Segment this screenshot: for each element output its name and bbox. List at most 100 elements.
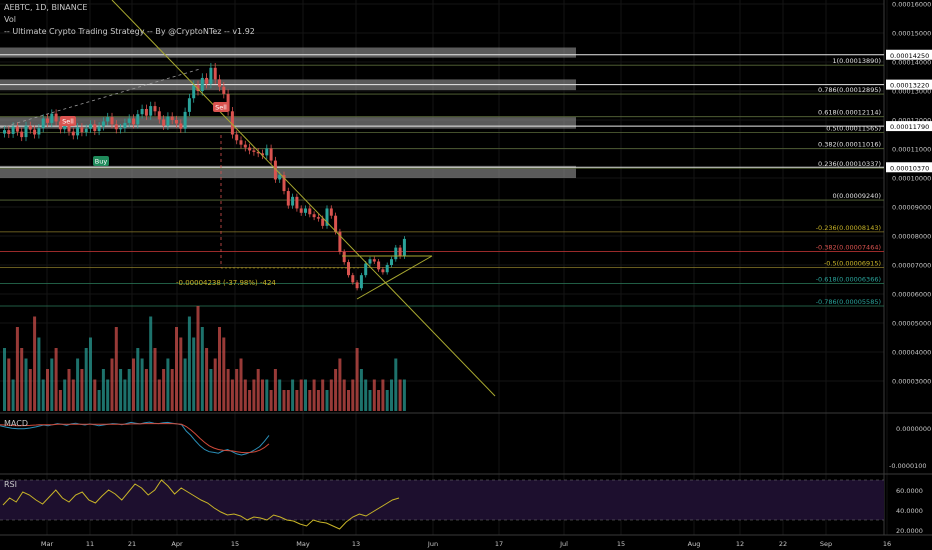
volume-bar-79	[342, 379, 346, 411]
volume-bar-14	[63, 379, 67, 411]
volume-bar-93	[402, 379, 406, 411]
volume-bar-88	[381, 379, 385, 411]
candle-72	[312, 214, 316, 218]
candle-60	[261, 153, 264, 156]
volume-bar-39	[170, 369, 174, 411]
price-axis[interactable]: 0.00016000 0.00015000 0.00014000 0.00013000…	[886, 1, 932, 386]
volume-bar-43	[187, 316, 191, 411]
symbol-title: AEBTC, 1D, BINANCE	[4, 3, 88, 12]
volume-bar-26	[114, 327, 118, 411]
volume-bar-23	[101, 369, 105, 411]
volume-bar-82	[355, 348, 359, 411]
signal-badge-2	[213, 102, 229, 112]
measure-label: -0.00004238 (-37.98%) -424	[176, 279, 276, 287]
volume-bar-75	[325, 390, 329, 411]
candle-38	[166, 116, 170, 126]
time-tick-9: Jul	[559, 540, 568, 548]
price-tick-2: 0.00014000	[892, 59, 931, 67]
time-tick-2: 21	[128, 540, 136, 548]
candle-83	[359, 275, 363, 289]
volume-bar-87	[377, 390, 381, 411]
volume-bar-58	[252, 379, 256, 411]
candle-5	[24, 125, 28, 138]
candle-31	[136, 114, 140, 125]
volume-bar-59	[256, 369, 260, 411]
time-tick-15: 16	[883, 540, 891, 548]
volume-bar-32	[140, 358, 144, 411]
volume-bar-24	[106, 379, 110, 411]
time-tick-14: Sep	[820, 540, 832, 548]
price-label-1: 0.00013220	[890, 82, 929, 90]
volume-bar-86	[372, 379, 376, 411]
rsi-tick-1: 40.0000	[896, 507, 923, 515]
candle-78	[338, 231, 342, 252]
volume-bar-6	[28, 369, 32, 411]
triangle-lower-edge	[356, 255, 433, 300]
volume-bar-0	[3, 348, 6, 411]
fib-label-10: -0.618(0.00006366)	[816, 275, 881, 283]
price-tick-5: 0.00011000	[892, 146, 931, 154]
candle-70	[304, 208, 307, 213]
volume-bar-35	[153, 348, 157, 411]
volume-bar-29	[127, 369, 131, 411]
candle-65	[282, 175, 286, 192]
volume-bar-31	[136, 348, 140, 411]
candle-36	[157, 111, 161, 120]
volume-bar-56	[243, 379, 247, 411]
price-tick-6: 0.00010000	[892, 175, 931, 183]
candle-32	[140, 108, 144, 115]
volume-bar-30	[132, 358, 135, 411]
volume-label: Vol	[4, 15, 16, 24]
volume-bar-90	[390, 379, 393, 411]
volume-bar-47	[205, 348, 209, 411]
candle-42	[183, 111, 187, 129]
macd-tick-1: -0.0000100	[889, 462, 927, 470]
volume-bar-34	[149, 316, 153, 411]
fib-label-8: -0.382(0.00007464)	[816, 244, 881, 252]
volume-bar-12	[54, 348, 58, 411]
candle-19	[84, 128, 88, 133]
volume-bar-16	[71, 379, 75, 411]
volume-bar-53	[230, 379, 234, 411]
dashed-trend-line	[0, 68, 201, 129]
candle-43	[187, 98, 191, 112]
time-tick-11: Aug	[688, 540, 701, 548]
price-label-3: 0.00010370	[890, 164, 929, 172]
candle-93	[402, 238, 406, 257]
volume-bar-65	[282, 390, 286, 411]
time-axis[interactable]: Mar 11 21 Apr 15 May 13 Jun 17 Jul 15 Aug 12 22 Sep 16	[41, 540, 891, 548]
candle-6	[28, 125, 32, 130]
rsi-band	[0, 480, 884, 520]
candle-20	[89, 124, 92, 129]
rsi-tick-0: 60.0000	[896, 487, 923, 495]
volume-bar-41	[179, 337, 183, 411]
volume-bar-36	[157, 379, 161, 411]
candle-15	[67, 125, 71, 132]
macd-tick-0: 0.0000000	[896, 425, 931, 433]
candle-68	[295, 196, 299, 209]
volume-bar-81	[351, 379, 355, 411]
volume-bar-15	[67, 369, 71, 411]
fib-label-11: -0.786(0.00005585)	[816, 298, 881, 306]
price-tick-3: 0.00013000	[892, 88, 931, 96]
time-tick-1: 11	[86, 540, 94, 548]
volume-bars	[3, 306, 406, 411]
price-tick-8: 0.00008000	[892, 233, 931, 241]
candle-4	[20, 131, 24, 138]
candle-14	[63, 125, 67, 130]
fib-label-2: 0.618(0.00012114)	[818, 109, 881, 117]
volume-bar-63	[273, 369, 277, 411]
price-tick-11: 0.00005000	[892, 320, 931, 328]
candle-87	[377, 261, 381, 270]
candle-82	[355, 282, 359, 289]
price-box-2	[886, 121, 932, 132]
candle-45	[196, 85, 200, 91]
volume-bar-83	[359, 369, 363, 411]
candle-39	[170, 116, 174, 120]
candle-59	[256, 151, 260, 154]
price-tick-1: 0.00015000	[892, 30, 931, 38]
candle-24	[106, 117, 110, 122]
candle-63	[273, 160, 277, 180]
volume-bar-66	[286, 390, 290, 411]
candle-34	[149, 106, 153, 116]
